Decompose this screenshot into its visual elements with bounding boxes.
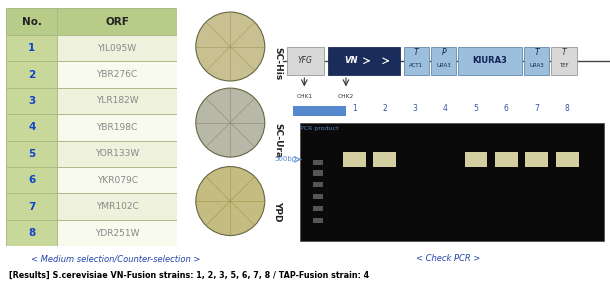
Ellipse shape xyxy=(196,167,265,235)
FancyBboxPatch shape xyxy=(431,46,456,75)
Text: CHK2: CHK2 xyxy=(338,94,354,99)
FancyBboxPatch shape xyxy=(6,35,57,61)
FancyBboxPatch shape xyxy=(556,152,579,167)
FancyBboxPatch shape xyxy=(525,152,548,167)
FancyBboxPatch shape xyxy=(300,123,604,241)
Text: [Results] S.cerevisiae VN-Fusion strains: 1, 2, 3, 5, 6, 7, 8 / TAP-Fusion strai: [Results] S.cerevisiae VN-Fusion strains… xyxy=(9,271,369,280)
FancyBboxPatch shape xyxy=(6,8,57,35)
FancyBboxPatch shape xyxy=(523,46,550,75)
Text: 6: 6 xyxy=(504,104,509,113)
Text: TEF: TEF xyxy=(559,63,569,68)
FancyBboxPatch shape xyxy=(458,46,522,75)
FancyBboxPatch shape xyxy=(551,46,576,75)
Text: YLR182W: YLR182W xyxy=(96,97,138,106)
Text: YDR251W: YDR251W xyxy=(95,228,139,237)
Text: YBR276C: YBR276C xyxy=(96,70,138,79)
Text: YIL095W: YIL095W xyxy=(98,44,137,53)
Text: SC-Ura: SC-Ura xyxy=(273,123,282,158)
Text: PCR product: PCR product xyxy=(300,126,339,131)
FancyBboxPatch shape xyxy=(404,46,429,75)
Text: KIURA3: KIURA3 xyxy=(473,56,508,65)
Text: YMR102C: YMR102C xyxy=(96,202,138,211)
FancyBboxPatch shape xyxy=(6,141,57,167)
FancyBboxPatch shape xyxy=(495,152,518,167)
FancyBboxPatch shape xyxy=(313,182,323,188)
Text: 1: 1 xyxy=(28,43,35,53)
FancyBboxPatch shape xyxy=(313,160,323,165)
FancyBboxPatch shape xyxy=(57,220,177,246)
Text: YBR198C: YBR198C xyxy=(96,123,138,132)
FancyBboxPatch shape xyxy=(293,106,346,116)
FancyBboxPatch shape xyxy=(287,46,323,75)
FancyBboxPatch shape xyxy=(313,170,323,176)
FancyBboxPatch shape xyxy=(373,152,396,167)
FancyBboxPatch shape xyxy=(6,88,57,114)
Text: CHK1: CHK1 xyxy=(296,94,312,99)
FancyBboxPatch shape xyxy=(343,152,365,167)
FancyBboxPatch shape xyxy=(313,218,323,223)
Text: URA3: URA3 xyxy=(529,63,544,68)
FancyBboxPatch shape xyxy=(6,167,57,193)
Text: ORF: ORF xyxy=(105,17,129,27)
Text: 4: 4 xyxy=(443,104,448,113)
Text: YKR079C: YKR079C xyxy=(96,176,138,185)
FancyBboxPatch shape xyxy=(57,193,177,220)
FancyBboxPatch shape xyxy=(6,61,57,88)
FancyBboxPatch shape xyxy=(57,88,177,114)
Text: 8: 8 xyxy=(28,228,35,238)
Text: YOR133W: YOR133W xyxy=(95,149,139,158)
FancyBboxPatch shape xyxy=(6,220,57,246)
Text: 7: 7 xyxy=(534,104,539,113)
Text: 3: 3 xyxy=(413,104,418,113)
Text: T: T xyxy=(414,48,418,57)
FancyBboxPatch shape xyxy=(57,8,177,35)
Text: 2: 2 xyxy=(382,104,387,113)
Text: URA3: URA3 xyxy=(436,63,451,68)
Text: < Check PCR >: < Check PCR > xyxy=(416,254,481,263)
Ellipse shape xyxy=(196,12,265,81)
Text: ACT1: ACT1 xyxy=(409,63,423,68)
Text: VN: VN xyxy=(345,56,358,65)
Text: 3: 3 xyxy=(28,96,35,106)
FancyBboxPatch shape xyxy=(6,193,57,220)
FancyBboxPatch shape xyxy=(328,46,400,75)
Text: 4: 4 xyxy=(28,122,35,132)
Text: SC-His: SC-His xyxy=(273,46,282,80)
FancyBboxPatch shape xyxy=(57,61,177,88)
Text: 7: 7 xyxy=(28,201,35,212)
FancyBboxPatch shape xyxy=(57,35,177,61)
Text: < Medium selection/Counter-selection >: < Medium selection/Counter-selection > xyxy=(31,254,201,263)
Ellipse shape xyxy=(196,88,265,157)
Text: 2: 2 xyxy=(28,70,35,80)
FancyBboxPatch shape xyxy=(313,206,323,211)
FancyBboxPatch shape xyxy=(57,114,177,141)
Text: YFG: YFG xyxy=(298,56,312,65)
FancyBboxPatch shape xyxy=(57,141,177,167)
FancyBboxPatch shape xyxy=(57,167,177,193)
Text: YPD: YPD xyxy=(273,201,282,222)
Text: 500bp: 500bp xyxy=(274,156,296,162)
FancyBboxPatch shape xyxy=(465,152,487,167)
Text: No.: No. xyxy=(22,17,41,27)
Text: 8: 8 xyxy=(565,104,570,113)
Text: P: P xyxy=(441,48,446,57)
Text: 6: 6 xyxy=(28,175,35,185)
Text: 5: 5 xyxy=(473,104,478,113)
Text: 5: 5 xyxy=(28,149,35,159)
Text: T: T xyxy=(534,48,539,57)
Text: T: T xyxy=(561,48,566,57)
FancyBboxPatch shape xyxy=(313,194,323,200)
Text: 1: 1 xyxy=(352,104,357,113)
FancyBboxPatch shape xyxy=(6,114,57,141)
